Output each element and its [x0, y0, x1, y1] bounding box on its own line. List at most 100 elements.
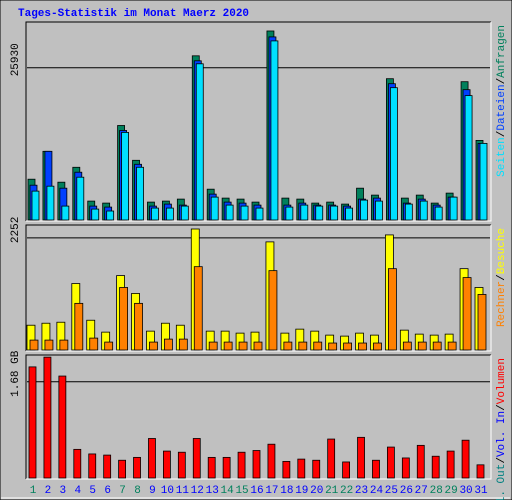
bar	[195, 63, 204, 221]
bar	[29, 339, 39, 351]
y-tick-label: 2252	[10, 217, 22, 243]
bar	[133, 456, 141, 479]
bar	[416, 444, 425, 479]
bar	[225, 204, 234, 221]
legend: Vol. Out/Vol. In/Volumen	[496, 358, 508, 500]
bar	[165, 207, 174, 221]
bar	[389, 87, 398, 221]
bar	[44, 339, 54, 351]
bar	[103, 454, 112, 479]
x-tick-label: 26	[400, 485, 413, 497]
bar	[357, 436, 365, 479]
bar	[253, 341, 263, 351]
bar	[252, 450, 261, 479]
x-tick-label: 17	[265, 485, 278, 497]
bar	[360, 199, 368, 221]
legend-separator: /	[496, 274, 508, 281]
bar	[449, 196, 458, 221]
x-tick-label: 18	[280, 485, 293, 497]
bar	[91, 208, 100, 221]
bar	[74, 302, 84, 351]
x-tick-label: 27	[415, 485, 428, 497]
bar	[419, 200, 428, 221]
legend-entry: Vol. In	[496, 411, 508, 457]
bar	[237, 451, 246, 479]
bar	[207, 456, 216, 479]
x-tick-label: 7	[119, 485, 126, 497]
bar	[180, 205, 189, 221]
bar	[148, 438, 156, 479]
bar	[162, 450, 171, 479]
legend: Seiten/Dateien/Anfragen	[496, 25, 508, 177]
panel-light	[26, 355, 492, 480]
x-tick-label: 13	[206, 485, 219, 497]
bar	[104, 341, 114, 351]
bar	[222, 456, 231, 479]
x-tick-label: 31	[474, 485, 488, 497]
bar	[208, 341, 218, 351]
bar	[461, 439, 470, 479]
x-tick-label: 23	[355, 485, 368, 497]
bar	[193, 266, 203, 351]
y-tick-label: 25930	[10, 43, 22, 76]
bar	[402, 341, 412, 351]
panel-shadow	[25, 224, 491, 351]
bar	[434, 206, 443, 221]
x-tick-label: 24	[370, 485, 384, 497]
bar	[58, 375, 67, 479]
bar	[375, 200, 383, 221]
bar	[192, 438, 201, 479]
x-tick-label: 14	[221, 485, 235, 497]
bar	[315, 205, 324, 221]
bar	[43, 356, 52, 479]
bar	[210, 196, 219, 221]
bar	[373, 342, 382, 351]
bar	[372, 459, 380, 479]
bar	[342, 461, 351, 479]
x-tick-label: 28	[430, 485, 443, 497]
bar	[177, 451, 186, 479]
bar	[119, 287, 128, 351]
x-tick-label: 22	[340, 485, 353, 497]
bar	[28, 366, 37, 479]
bar	[31, 190, 40, 221]
legend-separator: /	[496, 78, 508, 85]
x-tick-label: 6	[104, 485, 111, 497]
bar	[462, 277, 472, 351]
y-tick-label: 1.68 GB	[10, 350, 22, 397]
panel-shadow	[25, 354, 491, 479]
legend-separator: /	[496, 404, 508, 411]
legend-entry: Rechner	[496, 281, 508, 327]
bar	[328, 342, 338, 351]
bar	[163, 338, 173, 351]
legend-entry: Vol. Out	[496, 464, 508, 500]
panel-light	[26, 225, 492, 352]
bar	[313, 341, 323, 351]
bar	[476, 464, 485, 479]
bar	[73, 448, 82, 479]
panel	[26, 22, 491, 221]
x-tick-label: 8	[134, 485, 141, 497]
bar	[121, 132, 129, 221]
bar	[151, 207, 159, 221]
x-tick-label: 20	[310, 485, 323, 497]
x-tick-label: 3	[60, 485, 67, 497]
bar	[268, 270, 278, 351]
bar	[59, 339, 69, 351]
bar	[223, 341, 233, 351]
bar	[300, 204, 309, 221]
panel-shadow	[25, 21, 491, 221]
bar	[417, 341, 427, 351]
bar	[432, 341, 442, 351]
bar	[149, 341, 158, 351]
x-tick-label: 2	[45, 485, 52, 497]
bar	[178, 338, 188, 351]
x-tick-label: 1	[30, 485, 37, 497]
bar	[358, 342, 367, 351]
bar	[298, 341, 308, 351]
legend-entry: Besuche	[496, 228, 508, 274]
bar	[88, 453, 97, 479]
bar	[345, 207, 354, 221]
x-tick-label: 30	[459, 485, 472, 497]
